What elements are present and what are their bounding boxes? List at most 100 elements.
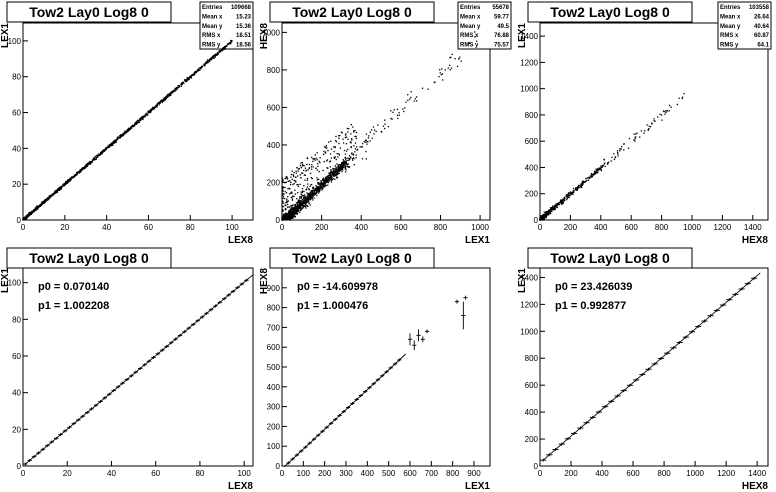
scatter-point	[332, 167, 334, 170]
scatter-point	[352, 157, 355, 159]
scatter-point	[316, 179, 318, 181]
scatter-point	[595, 171, 598, 174]
y-axis-label: LEX1	[517, 23, 528, 48]
scatter-point	[368, 135, 370, 137]
scatter-point	[330, 140, 332, 142]
scatter-point	[282, 197, 285, 199]
scatter-point	[286, 217, 288, 220]
scatter-point	[678, 97, 680, 99]
stats-label: Mean y	[202, 24, 223, 30]
scatter-point	[192, 74, 194, 76]
scatter-point	[556, 203, 558, 205]
stats-value: 40.64	[754, 24, 770, 30]
scatter-point	[321, 187, 323, 190]
scatter-point	[169, 93, 172, 95]
scatter-point	[93, 157, 96, 159]
scatter-point	[313, 189, 315, 192]
scatter-point	[112, 141, 114, 143]
scatter-point	[600, 168, 602, 171]
scatter-point	[291, 210, 293, 213]
scatter-point	[303, 205, 305, 207]
scatter-point	[475, 40, 478, 42]
scatter-point	[56, 191, 58, 194]
scatter-point	[30, 213, 33, 215]
scatter-point	[542, 214, 544, 216]
scatter-point	[318, 171, 320, 173]
scatter-point	[556, 206, 558, 209]
scatter-point	[302, 207, 304, 209]
scatter-point	[565, 196, 567, 198]
scatter-point	[581, 181, 583, 183]
scatter-point	[296, 184, 298, 186]
scatter-point	[111, 142, 113, 145]
scatter-point	[293, 213, 295, 215]
scatter-point	[28, 212, 30, 215]
scatter-point	[302, 165, 304, 167]
scatter-point	[332, 174, 334, 177]
scatter-point	[567, 194, 570, 197]
scatter-point	[90, 162, 92, 164]
scatter-point	[178, 85, 181, 88]
scatter-point	[186, 78, 188, 81]
scatter-point	[66, 179, 69, 182]
scatter-point	[307, 194, 309, 196]
scatter-point	[94, 158, 96, 161]
scatter-point	[308, 167, 311, 169]
scatter-point	[311, 184, 313, 186]
x-tick-label: 800	[434, 223, 448, 232]
scatter-point	[175, 89, 177, 91]
scatter-point	[308, 202, 310, 204]
scatter-point	[31, 211, 33, 213]
scatter-point	[297, 168, 300, 170]
scatter-point	[71, 176, 73, 178]
scatter-point	[370, 129, 373, 131]
scatter-point	[633, 133, 635, 135]
scatter-point	[407, 94, 409, 96]
scatter-point	[559, 200, 562, 203]
y-axis-label: LEX1	[0, 23, 11, 48]
scatter-point	[300, 167, 303, 169]
scatter-point	[58, 189, 60, 191]
x-tick-label: 800	[657, 469, 671, 478]
scatter-point	[125, 131, 128, 134]
scatter-point	[339, 168, 342, 171]
scatter-point	[316, 188, 318, 191]
scatter-point	[286, 177, 289, 179]
scatter-point	[547, 211, 549, 213]
x-tick-label: 200	[564, 223, 578, 232]
scatter-point	[392, 111, 394, 113]
scatter-point	[289, 192, 292, 194]
scatter-point	[286, 213, 288, 216]
scatter-point	[312, 186, 315, 188]
scatter-point	[450, 56, 452, 58]
scatter-point	[25, 215, 27, 218]
scatter-point	[577, 187, 579, 190]
scatter-point	[323, 178, 325, 181]
scatter-point	[338, 166, 340, 168]
scatter-point	[132, 124, 134, 127]
scatter-point	[320, 180, 322, 183]
scatter-point	[92, 158, 94, 161]
scatter-point	[326, 167, 328, 169]
scatter-point	[34, 209, 36, 212]
y-tick-label: 500	[267, 363, 281, 372]
scatter-point	[349, 157, 351, 160]
scatter-point	[654, 120, 656, 122]
scatter-point	[554, 207, 556, 209]
scatter-point	[225, 45, 227, 47]
scatter-point	[623, 149, 625, 151]
scatter-point	[187, 77, 189, 79]
scatter-point	[341, 163, 344, 166]
scatter-point	[589, 177, 591, 179]
scatter-point	[306, 186, 309, 188]
chart-panel-3: 0 200 400 600 800 1000 1200 1400 0 200 400 600 800 10…	[517, 1, 772, 246]
scatter-point	[322, 178, 324, 181]
scatter-point	[567, 195, 569, 198]
scatter-point	[60, 188, 62, 190]
x-tick-label: 20	[60, 223, 69, 232]
scatter-point	[296, 175, 299, 177]
scatter-point	[195, 70, 198, 73]
scatter-point	[342, 165, 344, 168]
scatter-point	[160, 100, 163, 102]
scatter-point	[554, 206, 556, 208]
